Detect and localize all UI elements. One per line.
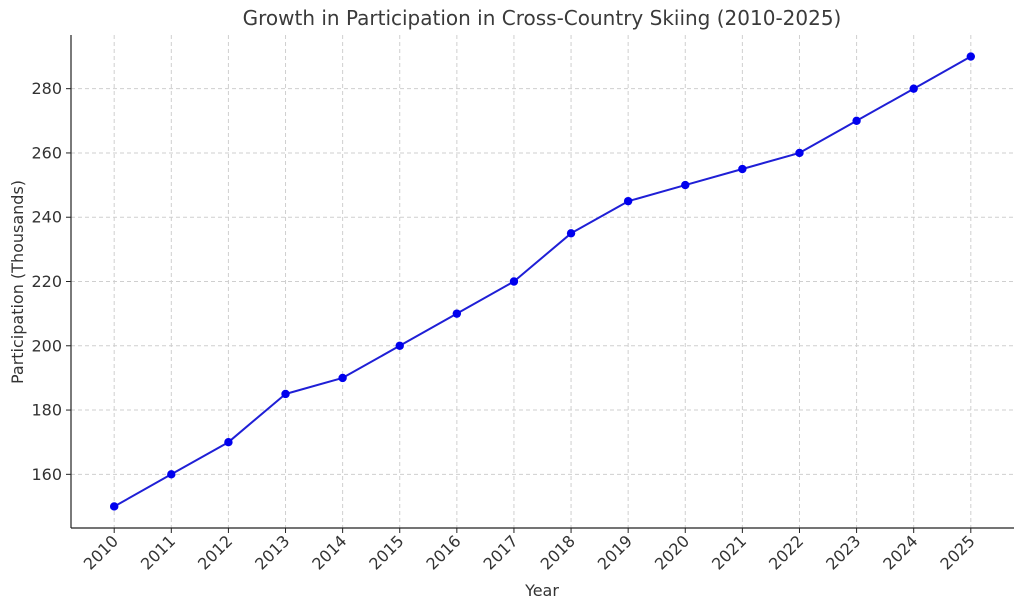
data-point	[110, 502, 119, 511]
y-tick-label: 180	[31, 401, 62, 420]
data-point	[167, 470, 176, 479]
x-tick-label: 2025	[936, 531, 978, 573]
data-point	[395, 341, 404, 350]
x-tick-label: 2018	[537, 531, 579, 573]
chart-title: Growth in Participation in Cross-Country…	[243, 6, 842, 30]
grid	[71, 35, 1014, 528]
x-tick-label: 2021	[708, 531, 750, 573]
y-axis-label: Participation (Thousands)	[8, 180, 27, 384]
x-tick-label: 2012	[194, 531, 236, 573]
x-tick-label: 2016	[422, 531, 464, 573]
y-axis-ticks: 160 180 200 220 240 260 280	[31, 79, 71, 484]
x-tick-label: 2019	[594, 531, 636, 573]
x-tick-label: 2014	[308, 531, 350, 573]
data-point	[681, 180, 690, 190]
data-point	[281, 389, 290, 399]
x-tick-label: 2011	[137, 531, 179, 573]
data-point	[224, 437, 233, 447]
y-tick-label: 240	[31, 208, 62, 227]
data-point	[509, 277, 519, 286]
x-tick-label: 2015	[365, 531, 407, 573]
data-point	[966, 52, 975, 61]
data-point	[852, 116, 861, 126]
x-tick-label: 2017	[480, 531, 522, 573]
y-tick-label: 220	[31, 272, 62, 291]
x-tick-label: 2020	[651, 531, 693, 573]
data-point	[623, 196, 633, 206]
y-tick-label: 280	[31, 79, 62, 98]
y-tick-label: 200	[31, 336, 62, 355]
data-point	[566, 229, 576, 238]
x-tick-label: 2023	[822, 531, 864, 573]
data-point	[452, 309, 462, 318]
series-line	[113, 55, 972, 508]
data-point	[909, 84, 918, 93]
y-tick-label: 160	[31, 465, 62, 484]
x-axis-label: Year	[524, 581, 559, 600]
x-tick-label: 2024	[879, 531, 921, 573]
x-tick-label: 2013	[251, 531, 293, 573]
data-point	[738, 164, 747, 174]
x-axis-ticks: 2010 2011 2012 2013 2014 2015 2016 2017 2018 2019…	[80, 528, 979, 574]
x-tick-label: 2022	[765, 531, 807, 573]
series-group	[110, 52, 975, 511]
data-point	[795, 148, 804, 158]
y-tick-label: 260	[31, 143, 62, 162]
data-point	[338, 373, 347, 383]
x-tick-label: 2010	[80, 531, 122, 573]
